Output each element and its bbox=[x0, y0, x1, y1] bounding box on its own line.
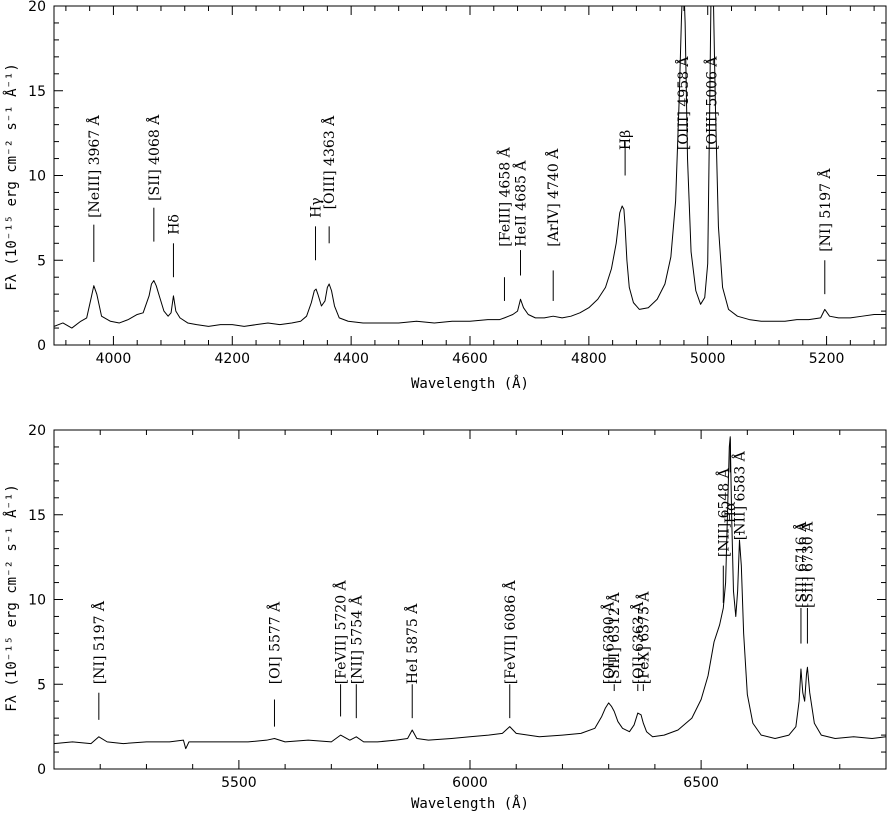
y-tick-label: 5 bbox=[37, 677, 46, 693]
x-tick-label: 4600 bbox=[452, 351, 488, 367]
emission-line-label: [OIII] 5006 Å bbox=[702, 56, 720, 151]
emission-line-label: [OI] 6300 Å bbox=[600, 601, 618, 684]
x-tick-label: 5200 bbox=[809, 351, 845, 367]
y-tick-label: 10 bbox=[28, 593, 46, 609]
y-tick-label: 15 bbox=[28, 508, 46, 524]
x-tick-label: 6000 bbox=[452, 775, 488, 791]
upper-y-axis-label: Fλ (10⁻¹⁵ erg cm⁻² s⁻¹ Å⁻¹) bbox=[3, 63, 20, 291]
y-tick-label: 0 bbox=[37, 338, 46, 354]
emission-line-label: [SII] 6716 Å bbox=[792, 521, 810, 608]
y-tick-label: 5 bbox=[37, 253, 46, 269]
lower-x-axis-label: Wavelength (Å) bbox=[411, 795, 529, 812]
plot-frame bbox=[53, 429, 887, 770]
emission-line-label: Hδ bbox=[167, 214, 183, 235]
emission-line-label: [FeIII] 4658 Å bbox=[496, 146, 514, 246]
spectrum-line bbox=[54, 6, 886, 329]
x-tick-label: 4200 bbox=[214, 351, 250, 367]
emission-line-label: [NII] 5754 Å bbox=[347, 595, 365, 685]
emission-line-label: [OI] 5577 Å bbox=[266, 601, 284, 684]
emission-line-label: [NII] 6548 Å bbox=[714, 467, 732, 557]
emission-line-label: Hβ bbox=[618, 130, 634, 150]
x-tick-label: 4000 bbox=[96, 351, 132, 367]
x-tick-label: 4400 bbox=[333, 351, 369, 367]
emission-line-label: [OIII] 4363 Å bbox=[320, 115, 338, 210]
emission-line-label: [FeVII] 6086 Å bbox=[501, 579, 519, 684]
x-tick-label: 6500 bbox=[683, 775, 719, 791]
emission-line-label: [ArIV] 4740 Å bbox=[544, 148, 562, 247]
plot-frame bbox=[53, 5, 887, 346]
emission-line-label: [SII] 6730 Å bbox=[798, 521, 816, 608]
x-tick-label: 5000 bbox=[690, 351, 726, 367]
emission-line-label: [FeVII] 5720 Å bbox=[332, 579, 350, 684]
emission-line-label: [SII] 4068 Å bbox=[145, 114, 163, 201]
y-tick-label: 0 bbox=[37, 762, 46, 778]
emission-line-label: [SIII] 6312 Å bbox=[605, 592, 623, 685]
emission-line-label: HeI 5875 Å bbox=[403, 603, 421, 685]
emission-line-label: Hγ bbox=[309, 197, 325, 218]
y-tick-label: 10 bbox=[28, 169, 46, 185]
lower-spectrum-panel: 5500 6000 6500 0 5 10 15 20 [NI] 5197 Å [OI] 557… bbox=[3, 423, 887, 812]
upper-x-axis-label: Wavelength (Å) bbox=[411, 375, 529, 392]
emission-line-label: [NeIII] 3967 Å bbox=[85, 114, 103, 218]
upper-spectrum-panel: 4000 4200 4400 4600 4800 5000 5200 0 5 10 15 20 [Ne… bbox=[3, 0, 887, 392]
emission-line-label: [NI] 5197 Å bbox=[816, 168, 834, 252]
emission-line-label: Hα bbox=[723, 501, 739, 523]
emission-line-label: [NI] 5197 Å bbox=[90, 600, 108, 684]
lower-y-axis-label: Fλ (10⁻¹⁵ erg cm⁻² s⁻¹ Å⁻¹) bbox=[3, 484, 20, 712]
emission-line-label: HeII 4685 Å bbox=[512, 160, 530, 247]
spectrum-line bbox=[54, 436, 886, 750]
emission-line-label: [OIII] 4958 Å bbox=[674, 56, 692, 151]
y-tick-label: 15 bbox=[28, 84, 46, 100]
x-tick-label: 5500 bbox=[221, 775, 257, 791]
x-tick-label: 4800 bbox=[571, 351, 607, 367]
emission-line-label: [FeX] 6375 Å bbox=[634, 591, 652, 685]
emission-line-label: [OI] 6363 Å bbox=[629, 601, 647, 684]
y-tick-label: 20 bbox=[28, 423, 46, 439]
emission-line-label: [NII] 6583 Å bbox=[731, 450, 749, 540]
y-tick-label: 20 bbox=[28, 0, 46, 15]
